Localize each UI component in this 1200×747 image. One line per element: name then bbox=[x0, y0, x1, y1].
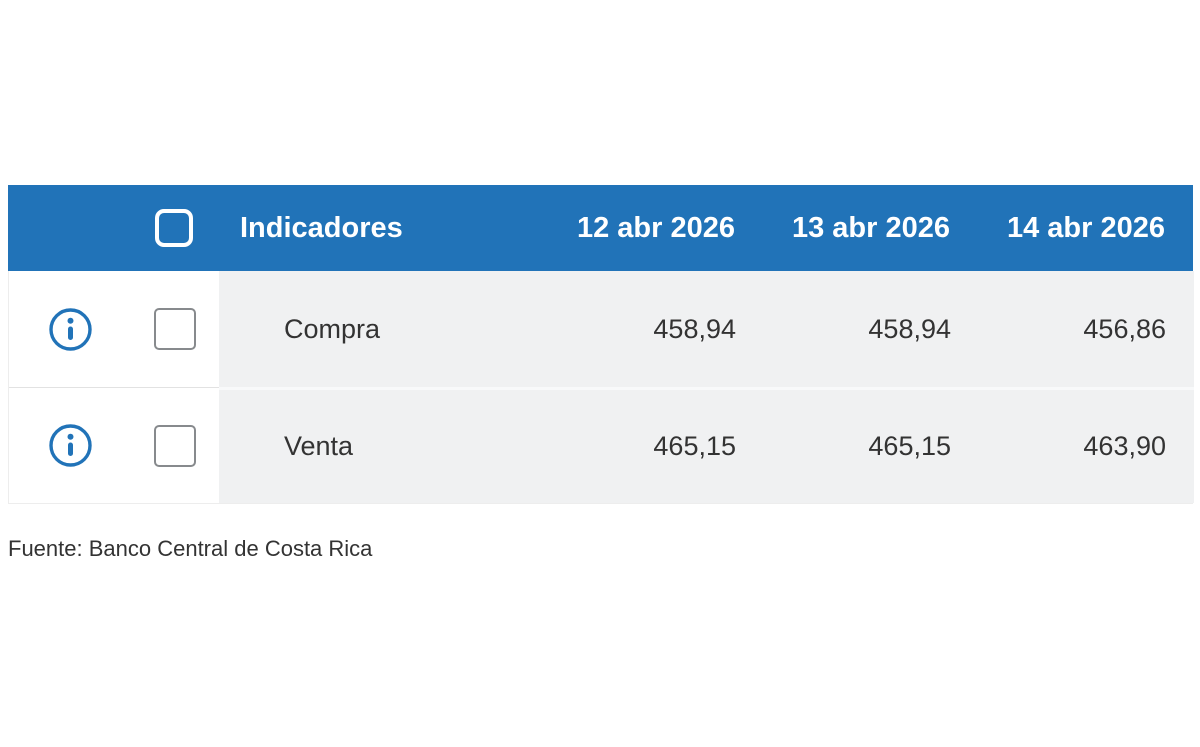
table-body: Compra 458,94 458,94 456,86 bbox=[8, 271, 1194, 504]
value-cell: 463,90 bbox=[951, 387, 1194, 503]
info-button[interactable] bbox=[48, 307, 93, 352]
date-column-header-3: 14 abr 2026 bbox=[1006, 211, 1165, 244]
row-checkbox[interactable] bbox=[154, 424, 196, 467]
info-button[interactable] bbox=[48, 423, 93, 468]
indicator-label: Venta bbox=[219, 387, 521, 503]
header-info-spacer bbox=[8, 185, 130, 271]
date-column-header-2: 13 abr 2026 bbox=[791, 211, 950, 244]
row-checkbox[interactable] bbox=[154, 308, 196, 350]
info-cell bbox=[9, 387, 131, 503]
indicator-label: Compra bbox=[219, 271, 521, 387]
source-note: Fuente: Banco Central de Costa Rica bbox=[8, 536, 373, 561]
table-row-compra: Compra 458,94 458,94 456,86 bbox=[9, 271, 1194, 387]
info-circle-icon bbox=[48, 307, 93, 352]
table-header-row: Indicadores 12 abr 2026 13 abr 2026 14 a… bbox=[8, 185, 1193, 271]
checkbox-cell bbox=[131, 387, 219, 503]
header-checkbox-cell bbox=[130, 185, 218, 271]
value-cell: 458,94 bbox=[736, 271, 951, 387]
checkbox-cell bbox=[131, 271, 219, 387]
table-row-venta: Venta 465,15 465,15 463,90 bbox=[9, 387, 1194, 503]
value-cell: 465,15 bbox=[521, 387, 736, 503]
value-cell: 458,94 bbox=[521, 271, 736, 387]
indicators-column-header: Indicadores bbox=[240, 211, 403, 244]
value-cell: 456,86 bbox=[951, 271, 1194, 387]
info-circle-icon bbox=[48, 423, 93, 468]
select-all-checkbox[interactable] bbox=[155, 209, 193, 247]
indicators-table: Indicadores 12 abr 2026 13 abr 2026 14 a… bbox=[8, 185, 1194, 504]
info-cell bbox=[9, 271, 131, 387]
date-column-header-1: 12 abr 2026 bbox=[576, 211, 735, 244]
value-cell: 465,15 bbox=[736, 387, 951, 503]
